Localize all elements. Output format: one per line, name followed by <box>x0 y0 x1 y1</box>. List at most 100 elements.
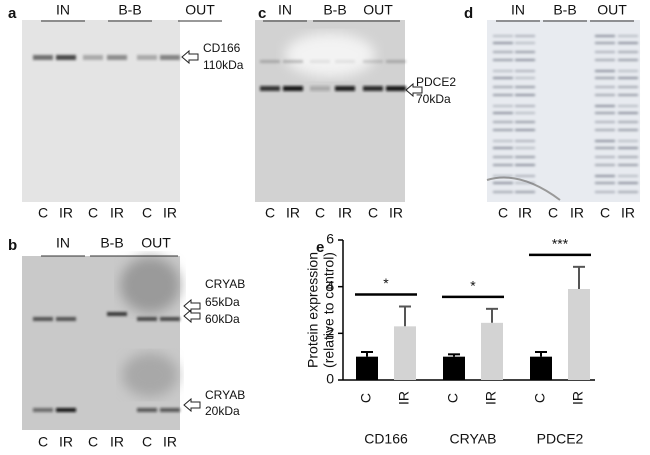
band <box>618 121 638 123</box>
group-label: IN <box>511 2 525 18</box>
band <box>515 121 535 123</box>
arrow <box>183 298 201 314</box>
significance-label: * <box>470 278 476 294</box>
band <box>618 86 638 88</box>
band <box>493 164 513 166</box>
lane-label: IR <box>621 205 635 221</box>
group-label: B-B <box>323 2 346 18</box>
band <box>83 55 103 60</box>
lane-label: IR <box>59 205 73 221</box>
band <box>33 55 53 60</box>
band <box>595 112 615 114</box>
band <box>515 77 535 79</box>
band <box>310 60 330 63</box>
band <box>618 35 638 37</box>
blot-shade <box>120 257 180 313</box>
lane-label: C <box>265 205 275 221</box>
lane-label: C <box>315 205 325 221</box>
significance-label: * <box>383 275 389 291</box>
band <box>618 112 638 114</box>
lane-label: C <box>88 205 98 221</box>
bar <box>481 322 503 380</box>
y-tick-label: 0 <box>326 371 334 387</box>
band <box>493 35 513 37</box>
band <box>618 77 638 79</box>
band <box>283 60 303 63</box>
group-label: IN <box>278 2 292 18</box>
x-tick-label: IR <box>570 391 586 405</box>
band <box>493 112 513 114</box>
band <box>595 35 615 37</box>
panel-label: d <box>464 5 473 22</box>
lane-label: C <box>88 434 98 450</box>
bands <box>33 35 638 412</box>
lane-label: IR <box>59 434 73 450</box>
y-tick-label: 2 <box>326 324 334 340</box>
band <box>515 140 535 142</box>
group-label: IN <box>56 235 70 251</box>
band <box>493 51 513 53</box>
band <box>260 60 280 63</box>
band <box>595 70 615 72</box>
x-tick-label: C <box>445 393 461 403</box>
band <box>595 77 615 79</box>
band <box>595 42 615 44</box>
significance-label: *** <box>552 236 569 252</box>
band <box>595 182 615 184</box>
band <box>493 129 513 131</box>
band <box>493 86 513 88</box>
band <box>618 156 638 158</box>
y-tick-label: 4 <box>326 277 334 293</box>
panel-label: a <box>8 5 17 22</box>
band <box>595 105 615 107</box>
band <box>618 182 638 184</box>
band <box>160 55 180 60</box>
band <box>595 140 615 142</box>
band <box>107 312 127 316</box>
blot-shade <box>285 33 375 77</box>
lane-label: IR <box>163 205 177 221</box>
band <box>515 182 535 184</box>
band <box>618 147 638 149</box>
band <box>595 121 615 123</box>
bar <box>356 356 378 380</box>
lane-label: C <box>600 205 610 221</box>
band <box>618 105 638 107</box>
band <box>618 42 638 44</box>
band <box>515 164 535 166</box>
band <box>515 42 535 44</box>
lane-label: C <box>498 205 508 221</box>
band <box>160 408 180 412</box>
group-label: IN <box>56 2 70 18</box>
lane-label: IR <box>518 205 532 221</box>
group-label: B-B <box>118 2 141 18</box>
lane-label: IR <box>389 205 403 221</box>
band <box>515 156 535 158</box>
y-tick-label: 6 <box>326 231 334 247</box>
band <box>493 156 513 158</box>
band <box>618 140 638 142</box>
band <box>310 86 330 91</box>
band <box>137 317 157 321</box>
group-label: B-B <box>100 235 123 251</box>
band <box>33 408 53 412</box>
band <box>595 51 615 53</box>
category-label: PDCE2 <box>537 431 584 447</box>
marker-label: CD166 <box>203 41 241 55</box>
band <box>56 317 76 321</box>
band <box>515 129 535 131</box>
band <box>493 94 513 96</box>
category-label: CRYAB <box>450 431 497 447</box>
lane-label: C <box>38 205 48 221</box>
lane-label: IR <box>110 205 124 221</box>
marker-label: 65kDa <box>205 295 240 309</box>
band <box>493 147 513 149</box>
band <box>595 86 615 88</box>
x-tick-label: C <box>532 393 548 403</box>
band <box>137 408 157 412</box>
y-axis-label: Protein expression <box>305 252 321 368</box>
lane-label: IR <box>570 205 584 221</box>
band <box>618 191 638 193</box>
category-label: CD166 <box>364 431 408 447</box>
band <box>493 59 513 61</box>
